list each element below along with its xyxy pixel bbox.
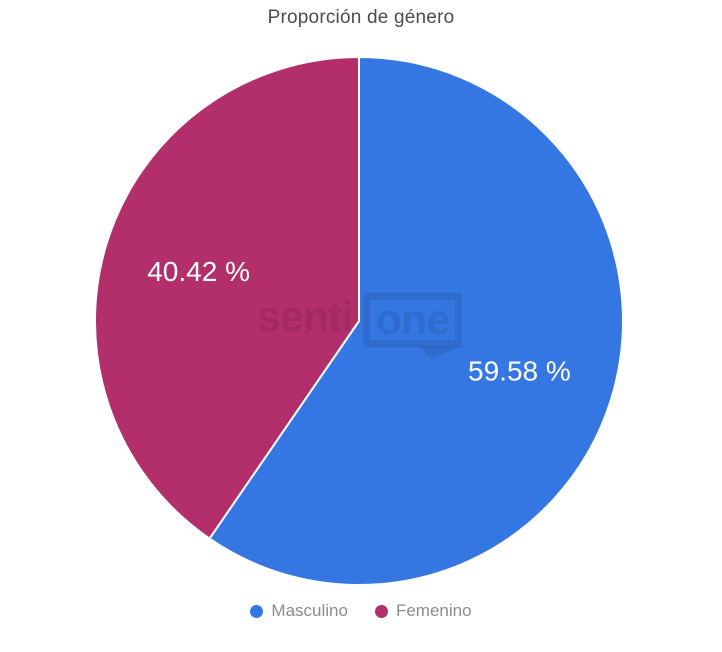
legend-item-masculino[interactable]: Masculino bbox=[250, 601, 348, 621]
legend-label: Femenino bbox=[395, 601, 472, 620]
chart-title: Proporción de género bbox=[267, 7, 455, 28]
legend-marker-icon bbox=[250, 604, 264, 618]
legend-marker-icon bbox=[374, 604, 388, 618]
pie-slice-femenino[interactable] bbox=[93, 56, 360, 540]
legend-item-femenino[interactable]: Femenino bbox=[374, 601, 472, 621]
legend-label: Masculino bbox=[271, 601, 348, 620]
chart-legend: Masculino Femenino bbox=[0, 601, 722, 621]
pie-slice-masculino[interactable] bbox=[208, 56, 624, 586]
